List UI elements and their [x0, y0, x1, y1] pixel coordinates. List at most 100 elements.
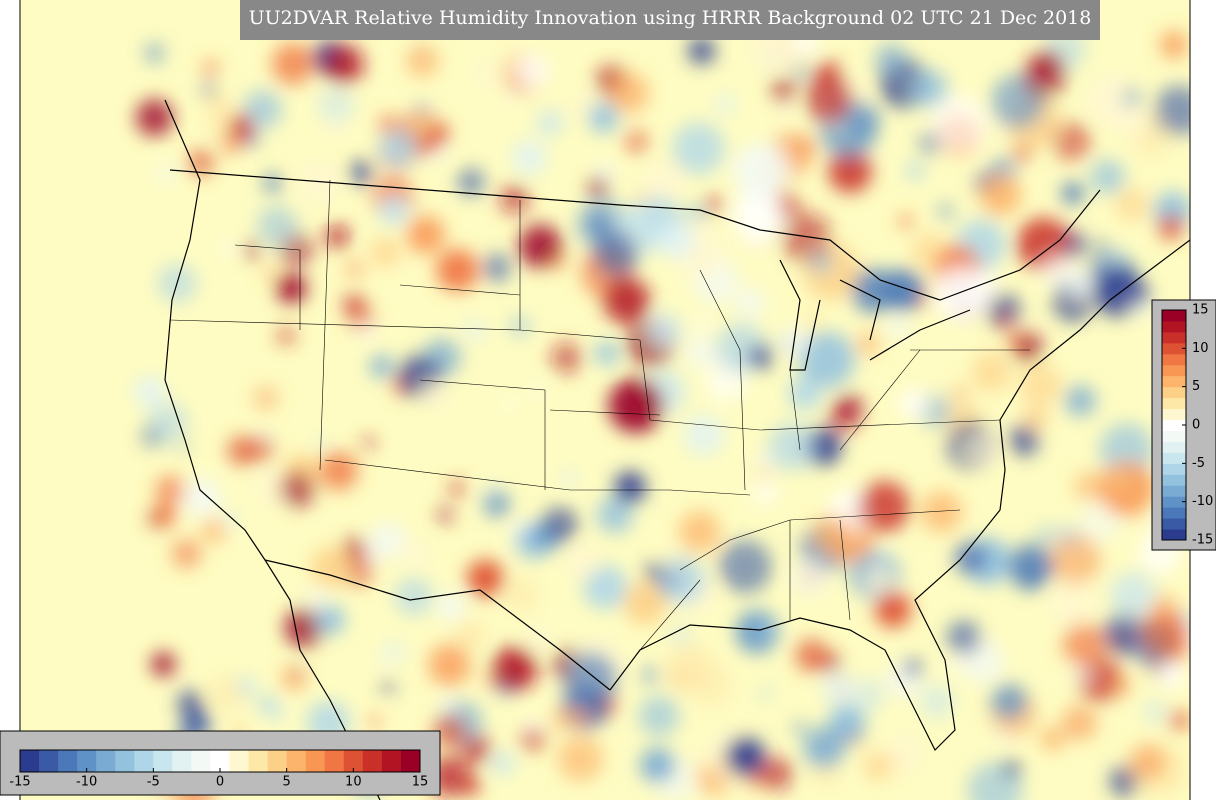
colorbar-cell — [1162, 485, 1186, 497]
field-blob — [220, 510, 240, 529]
colorbar-cell — [1162, 463, 1186, 475]
colorbar-cell — [1162, 342, 1186, 355]
field-blob — [810, 251, 833, 274]
field-blob — [791, 558, 829, 596]
field-blob — [492, 646, 537, 691]
colorbar-cell — [1162, 496, 1186, 508]
colorbar-cell — [1162, 320, 1186, 333]
field-blob — [483, 491, 510, 518]
field-blob — [1024, 406, 1047, 430]
border-canada — [169, 169, 1101, 301]
colorbar-tick-label: -5 — [147, 775, 160, 790]
field-blob — [406, 44, 439, 77]
field-blob — [1160, 30, 1188, 59]
field-blob — [305, 589, 329, 612]
field-blob — [152, 503, 177, 527]
field-blob — [359, 325, 376, 342]
field-blob — [672, 122, 725, 175]
field-blob — [688, 204, 705, 221]
field-blob — [822, 671, 856, 705]
field-blob — [208, 675, 246, 714]
field-blob — [315, 436, 328, 449]
field-blob — [550, 342, 582, 374]
field-blob — [645, 562, 664, 581]
field-blob — [793, 721, 808, 736]
field-blob — [406, 215, 445, 254]
field-blob — [325, 224, 349, 248]
field-blob — [803, 727, 845, 769]
title: UU2DVAR Relative Humidity Innovation usi… — [249, 7, 1092, 29]
field-blob — [624, 129, 649, 154]
field-blob — [276, 273, 307, 304]
field-blob — [1132, 285, 1151, 304]
field-blob — [899, 214, 913, 229]
field-blob — [466, 559, 504, 597]
colorbar-cell — [191, 750, 211, 772]
field-blob — [757, 453, 773, 470]
colorbar-cell — [172, 750, 192, 772]
field-blob — [588, 102, 619, 133]
field-blob — [135, 98, 174, 137]
field-blob — [874, 591, 912, 628]
field-blob — [835, 393, 864, 421]
colorbar-cell — [58, 750, 78, 772]
field-blob — [243, 90, 282, 129]
field-blob — [1156, 660, 1185, 689]
field-blob — [1109, 766, 1141, 797]
field-blob — [995, 313, 1011, 329]
border-mexico — [264, 559, 611, 691]
field-blob — [376, 654, 391, 669]
field-blob — [759, 687, 772, 700]
field-blob — [647, 313, 682, 348]
colorbar-tick-label: 5 — [1192, 379, 1200, 394]
field-blob — [436, 249, 479, 292]
field-blob — [409, 114, 433, 138]
field-blob — [687, 36, 716, 65]
field-blob — [1007, 425, 1039, 457]
field-blob — [1115, 188, 1149, 222]
colorbar-cell — [1162, 375, 1186, 388]
field-blob — [985, 292, 1021, 328]
colorbar-cell — [115, 750, 135, 772]
field-blob — [183, 478, 221, 517]
field-blob — [298, 162, 340, 204]
state-lines — [169, 179, 1030, 651]
colorbar-tick-label: 0 — [1192, 418, 1200, 433]
field-blob — [795, 639, 829, 672]
field-blob — [1007, 542, 1054, 589]
field-blob — [751, 617, 777, 643]
field-blob — [920, 684, 954, 718]
field-blob — [318, 87, 354, 124]
coastline-gulf — [609, 239, 1190, 752]
field-blob — [1143, 700, 1167, 724]
field-blob — [898, 388, 930, 419]
colorbar-tick-label: -5 — [1192, 456, 1205, 471]
field-blob — [1112, 470, 1129, 487]
field-blob — [732, 142, 789, 199]
field-blob — [1099, 461, 1155, 517]
coastline-west — [164, 99, 381, 800]
field-blob — [485, 673, 498, 686]
field-blob — [863, 564, 894, 595]
colorbar-cell — [1162, 529, 1186, 541]
field-blob — [537, 110, 563, 136]
field-blob — [1014, 144, 1031, 162]
colorbar-cell — [1162, 364, 1186, 377]
field-blob — [378, 194, 410, 226]
boundaries — [164, 99, 1190, 800]
colorbar-cell — [20, 750, 40, 772]
field-blob — [734, 287, 766, 319]
colorbar-cell — [1162, 518, 1186, 530]
field-blob — [608, 378, 664, 433]
field-blob — [1072, 663, 1093, 685]
field-blob — [553, 710, 571, 728]
field-blob — [512, 140, 547, 176]
field-blob — [260, 389, 271, 401]
field-blob — [884, 732, 927, 775]
colorbar-cell — [1162, 507, 1186, 519]
field-blob — [459, 774, 481, 796]
field-blob — [706, 196, 723, 213]
field-blob — [732, 188, 785, 241]
field-blob — [659, 557, 705, 604]
field-blob — [457, 168, 485, 196]
